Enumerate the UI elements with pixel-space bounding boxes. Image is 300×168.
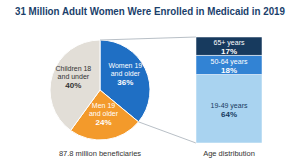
segment-name: 50-64 years — [211, 58, 248, 66]
bar-segment — [196, 37, 262, 55]
bar-segment — [196, 74, 262, 143]
segment-value: 18% — [221, 66, 237, 75]
bar-labels: 19-49 years64% 50-64 years18% 65+ years17% — [211, 39, 248, 119]
stacked-bar — [196, 37, 262, 143]
connector — [100, 37, 196, 40]
connector — [139, 122, 196, 143]
pie-caption: 87.8 million beneficiaries — [59, 149, 141, 158]
segment-value: 64% — [221, 110, 237, 119]
slice-category: Children 18and under — [55, 65, 91, 80]
segment-name: 19-49 years — [211, 102, 248, 110]
chart-root: 31 Million Adult Women Were Enrolled in … — [0, 0, 300, 168]
segment-name: 65+ years — [214, 39, 245, 47]
slice-category: Women 19and older — [108, 62, 142, 77]
bar-segment — [196, 55, 262, 74]
title: 31 Million Adult Women Were Enrolled in … — [15, 5, 285, 17]
slice-value: 40% — [65, 81, 81, 90]
background — [0, 0, 300, 168]
pie-slice — [50, 40, 100, 130]
segment-value: 17% — [221, 47, 237, 56]
pie-labels: Women 19and older36% Men 19and older24% Ch… — [55, 62, 142, 127]
slice-value: 36% — [117, 78, 133, 87]
slice-category: Men 19and older — [89, 102, 119, 117]
bar-caption: Age distribution — [203, 149, 255, 158]
slice-value: 24% — [96, 118, 112, 127]
pie — [50, 40, 150, 140]
